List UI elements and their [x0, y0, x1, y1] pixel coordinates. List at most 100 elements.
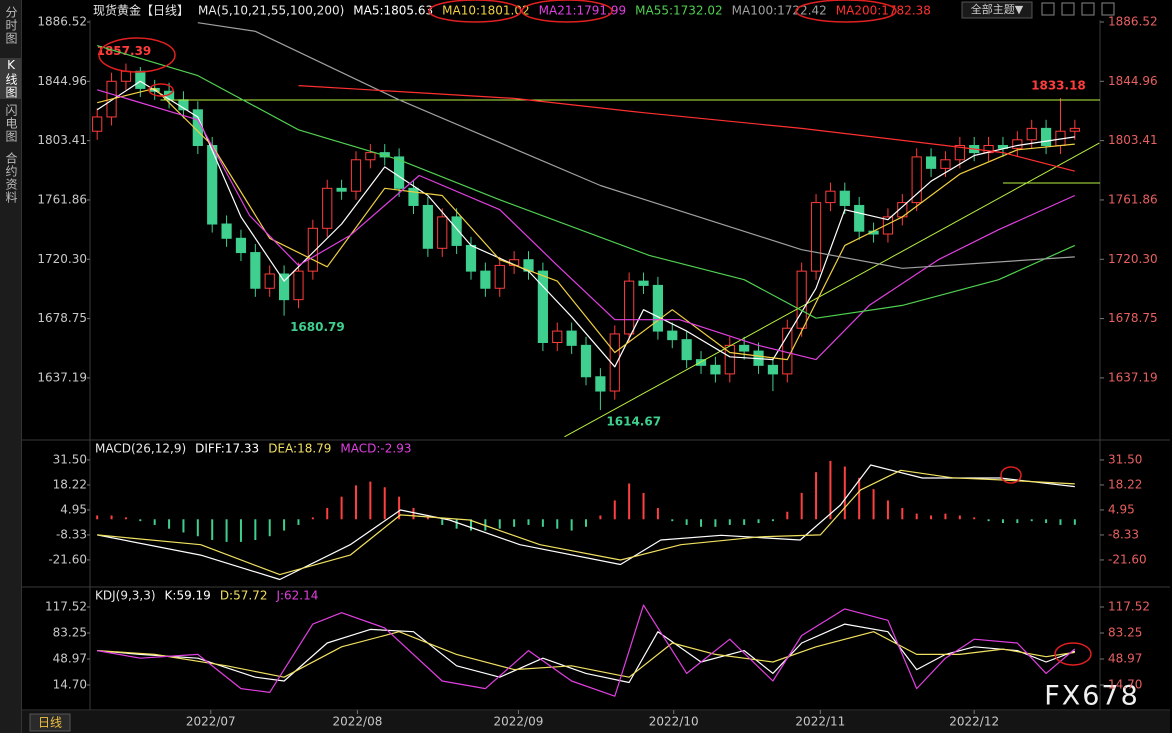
- indicator-name: MACD(26,12,9): [95, 442, 186, 456]
- x-tick-label: 2022/10: [649, 715, 699, 729]
- tab[interactable]: K线图: [0, 58, 21, 99]
- legend-entry: K:59.19: [165, 589, 211, 603]
- y-tick-label: 14.70: [1108, 678, 1142, 692]
- y-tick-label: -21.60: [48, 552, 87, 566]
- theme-button[interactable]: [961, 1, 1033, 19]
- legend-entry: MA200:1782.38: [836, 4, 931, 18]
- candle-body: [940, 159, 951, 169]
- y-tick-label: 1761.86: [1108, 192, 1158, 206]
- y-tick-label: 18.22: [53, 477, 87, 491]
- toolbar-icon[interactable]: [1061, 2, 1075, 16]
- toolbar-icon[interactable]: [1041, 2, 1055, 16]
- y-tick-label: 117.52: [45, 599, 87, 613]
- highlight-ellipse: [428, 0, 522, 23]
- x-tick-label: 2022/08: [332, 715, 382, 729]
- highlight-ellipse: [98, 37, 176, 73]
- highlight-ellipse: [1054, 642, 1092, 666]
- toolbar-icon[interactable]: [1081, 2, 1095, 16]
- y-tick-label: -8.33: [1108, 527, 1139, 541]
- candle-body: [336, 187, 347, 192]
- candle-body: [580, 344, 592, 378]
- theme-button-label: 全部主题▼: [971, 2, 1024, 16]
- y-tick-label: 1803.41: [37, 133, 87, 147]
- series-line: [97, 45, 1076, 319]
- y-tick-label: -8.33: [56, 527, 87, 541]
- x-tick-label: 2022/07: [186, 715, 236, 729]
- y-tick-label: 4.95: [1108, 502, 1135, 516]
- y-tick-label: 48.97: [1108, 652, 1142, 666]
- candle-body: [839, 190, 850, 206]
- tab[interactable]: 分时图: [4, 6, 18, 45]
- price-annotation: 1680.79: [290, 320, 345, 334]
- series-line: [97, 464, 1075, 581]
- candle-body: [350, 159, 362, 192]
- y-tick-label: 1678.75: [1108, 311, 1158, 325]
- candle-body: [954, 145, 965, 161]
- legend-entry: DIFF:17.33: [195, 442, 259, 456]
- y-tick-label: 1720.30: [1108, 252, 1158, 266]
- legend-entry: MA100:1722.42: [732, 4, 827, 18]
- candle-body: [408, 187, 419, 206]
- price-annotation: 1614.67: [606, 415, 661, 429]
- candle-body: [537, 270, 548, 344]
- candle-body: [135, 70, 146, 89]
- legend-entry: D:57.72: [220, 589, 268, 603]
- x-tick-label: 2022/09: [494, 715, 544, 729]
- legend-entry: J:62.14: [275, 589, 318, 603]
- y-tick-label: 1637.19: [37, 370, 87, 384]
- legend-entry: MACD:-2.93: [340, 442, 411, 456]
- indicator-name: MA(5,10,21,55,100,200): [198, 4, 344, 18]
- candle-body: [322, 187, 333, 229]
- tab[interactable]: 合约资料: [4, 152, 18, 204]
- candle-body: [394, 156, 405, 189]
- series-line: [298, 85, 1075, 172]
- candle-body: [365, 152, 376, 161]
- candle-body: [120, 70, 132, 82]
- candle-body: [667, 330, 678, 341]
- tab[interactable]: 闪电图: [4, 104, 18, 143]
- y-tick-label: 83.25: [1108, 625, 1142, 639]
- candle-body: [854, 204, 865, 232]
- series-line: [97, 631, 1075, 678]
- price-annotation: 1857.39: [97, 44, 152, 58]
- period-label: 日线: [38, 716, 62, 730]
- highlight-ellipse: [795, 0, 897, 23]
- candle-body: [437, 216, 448, 249]
- candle-body: [480, 270, 491, 289]
- y-tick-label: 1637.19: [1108, 370, 1158, 384]
- candle-body: [293, 270, 304, 301]
- sidebar: 分时图 K线图 闪电图 合约资料: [0, 0, 22, 733]
- y-tick-label: 1886.52: [37, 15, 87, 29]
- y-tick-label: 1720.30: [37, 252, 87, 266]
- time-axis-bar: [22, 711, 1170, 733]
- y-tick-label: 14.70: [53, 678, 87, 692]
- y-tick-label: 1678.75: [37, 311, 87, 325]
- candle-body: [638, 280, 649, 286]
- candle-body: [451, 216, 462, 246]
- legend-entry: MA10:1801.02: [442, 4, 530, 18]
- toolbar-icon[interactable]: [1101, 2, 1115, 16]
- watermark: FX678: [1044, 681, 1140, 712]
- candle-body: [695, 359, 707, 366]
- y-tick-label: 48.97: [53, 652, 87, 666]
- candle-body: [566, 330, 577, 346]
- trend-line: [564, 142, 1100, 438]
- period-button[interactable]: [29, 713, 71, 732]
- y-tick-label: 83.25: [53, 625, 87, 639]
- y-tick-label: 4.95: [60, 502, 87, 516]
- candle-body: [825, 190, 836, 204]
- candle-body: [1026, 127, 1037, 141]
- y-tick-label: 1761.86: [37, 192, 87, 206]
- candle-body: [92, 116, 103, 132]
- candle-body: [1069, 127, 1080, 132]
- candle-body: [681, 339, 692, 361]
- y-tick-label: 1844.96: [1108, 74, 1158, 88]
- candle-body: [925, 156, 937, 169]
- candle-body: [767, 364, 779, 375]
- candle-body: [221, 223, 232, 239]
- candle-body: [739, 344, 750, 352]
- legend-entry: MA21:1791.99: [539, 4, 627, 18]
- candle-body: [652, 284, 664, 332]
- plot-layer: 1886.52 1886.52 1844.96 1844.96 1803.41 1803.…: [37, 3, 1157, 729]
- series-line: [97, 89, 1076, 361]
